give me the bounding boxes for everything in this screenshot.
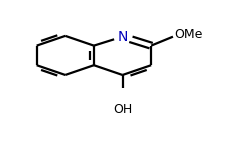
- Text: N: N: [117, 30, 128, 44]
- Text: OMe: OMe: [174, 28, 202, 41]
- Text: OH: OH: [113, 103, 132, 116]
